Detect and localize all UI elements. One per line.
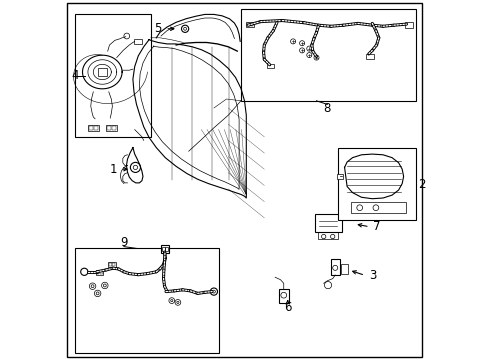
Bar — [94, 126, 98, 130]
Bar — [165, 247, 168, 252]
Bar — [340, 264, 347, 274]
Bar — [109, 264, 111, 266]
Text: 8: 8 — [323, 102, 330, 114]
Bar — [100, 271, 102, 274]
Bar — [314, 214, 341, 232]
Text: 4: 4 — [71, 69, 78, 82]
Bar — [107, 126, 111, 130]
Bar — [162, 247, 164, 252]
Bar — [106, 125, 117, 131]
Text: 9: 9 — [120, 237, 127, 249]
Bar — [112, 126, 115, 130]
Text: 6: 6 — [284, 301, 291, 314]
Bar — [161, 245, 168, 253]
Bar — [365, 54, 373, 59]
Text: 2: 2 — [418, 178, 425, 191]
Bar — [337, 174, 342, 179]
Bar — [89, 126, 93, 130]
Bar — [350, 202, 406, 213]
Bar — [112, 264, 115, 266]
Bar — [266, 64, 274, 68]
Text: 7: 7 — [373, 220, 380, 233]
Text: 1: 1 — [109, 163, 117, 176]
Bar — [246, 22, 254, 27]
Bar — [241, 9, 415, 101]
Bar — [108, 262, 115, 267]
Bar — [88, 125, 99, 131]
Bar — [134, 39, 142, 44]
Bar — [97, 271, 99, 274]
Bar — [75, 248, 219, 353]
Bar — [404, 22, 412, 28]
Bar — [98, 68, 106, 76]
Bar — [250, 23, 253, 26]
Bar — [96, 270, 103, 275]
Text: 3: 3 — [368, 269, 375, 282]
Bar — [337, 148, 415, 220]
Bar — [330, 259, 339, 275]
Bar — [246, 23, 249, 26]
Bar — [278, 289, 288, 303]
Text: 5: 5 — [154, 22, 162, 35]
Bar — [75, 14, 151, 137]
